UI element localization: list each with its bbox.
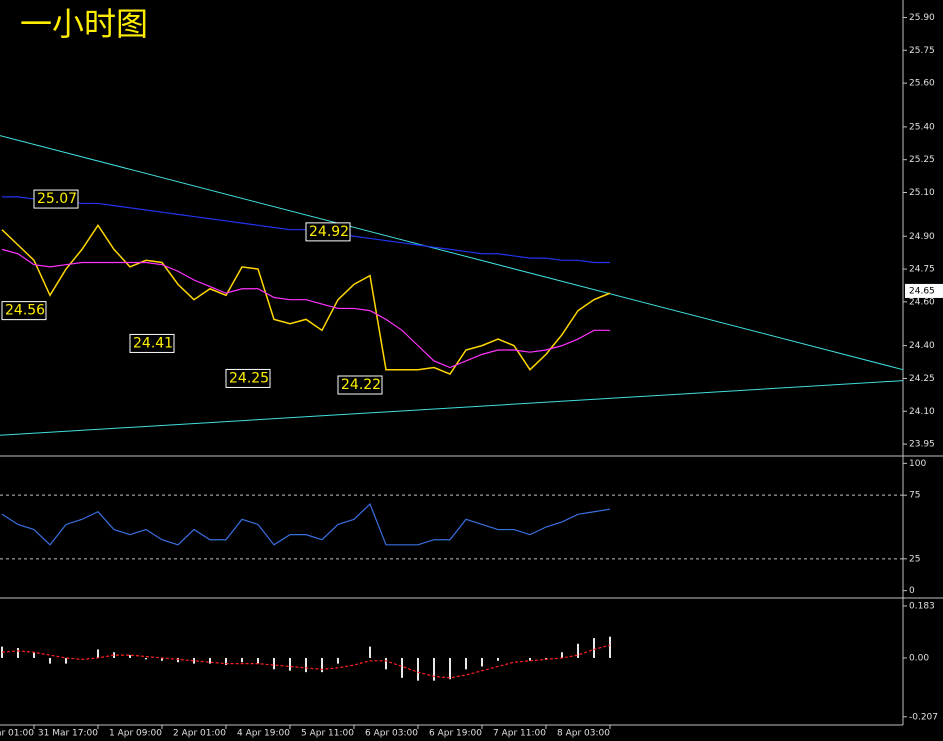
price-label-box bbox=[33, 189, 79, 209]
y-tick-label: 0.183 bbox=[909, 601, 935, 611]
y-tick-label: 24.75 bbox=[909, 265, 935, 275]
x-tick-label: 1 Apr 09:00 bbox=[109, 729, 162, 739]
histogram-bar bbox=[305, 657, 307, 673]
x-tick-label: 4 Apr 19:00 bbox=[237, 729, 290, 739]
histogram-bar bbox=[609, 636, 611, 658]
histogram-bar bbox=[449, 657, 451, 680]
y-tick-label: 100 bbox=[909, 459, 926, 469]
price-label: 24.56 bbox=[5, 303, 45, 319]
histogram-bar bbox=[433, 657, 435, 681]
histogram-bar bbox=[289, 657, 291, 671]
histogram-bar bbox=[481, 657, 483, 667]
price-label-box bbox=[337, 375, 383, 395]
histogram-bar bbox=[529, 657, 531, 661]
histogram-bar bbox=[113, 652, 115, 658]
x-tick-label: 7 Apr 11:00 bbox=[493, 729, 546, 739]
series-line bbox=[1, 223, 611, 375]
series-line bbox=[1, 248, 610, 369]
histogram-bar bbox=[417, 657, 419, 681]
histogram-bar bbox=[257, 657, 259, 664]
y-tick-label: 24.90 bbox=[909, 232, 935, 242]
series-line bbox=[1, 503, 611, 546]
x-tick-label: 2 Apr 01:00 bbox=[173, 729, 226, 739]
y-tick-label: 25.90 bbox=[909, 13, 935, 23]
histogram-bar bbox=[129, 655, 131, 658]
histogram-bar bbox=[337, 657, 339, 664]
y-tick-label: 25 bbox=[909, 554, 920, 564]
x-tick-label: 31 Mar 17:00 bbox=[38, 729, 98, 739]
series-line bbox=[1, 644, 611, 679]
y-tick-label: 75 bbox=[909, 491, 920, 501]
histogram-bar bbox=[545, 657, 547, 660]
histogram-bar bbox=[273, 657, 275, 670]
price-label: 25.07 bbox=[37, 191, 77, 207]
histogram-bar bbox=[241, 657, 243, 663]
y-tick-label: 25.25 bbox=[909, 155, 935, 165]
y-tick-label: 0 bbox=[909, 586, 915, 596]
histogram-bar bbox=[401, 657, 403, 678]
y-tick-label: 25.75 bbox=[909, 46, 935, 56]
histogram-bar bbox=[497, 657, 499, 661]
histogram-bar bbox=[593, 638, 595, 658]
price-label-box bbox=[129, 333, 175, 353]
histogram-bar bbox=[177, 657, 179, 663]
histogram-bar bbox=[369, 646, 371, 658]
histogram-bar bbox=[145, 657, 147, 660]
y-tick-label: 25.60 bbox=[909, 79, 935, 89]
price-label: 24.25 bbox=[229, 370, 269, 386]
histogram-bar bbox=[385, 657, 387, 670]
x-tick-label: 6 Apr 03:00 bbox=[365, 729, 418, 739]
price-label: 24.41 bbox=[133, 335, 173, 351]
histogram-bar bbox=[561, 652, 563, 658]
histogram-bar bbox=[225, 657, 227, 666]
price-label-box bbox=[305, 222, 351, 242]
y-tick-label: 0.00 bbox=[909, 653, 929, 663]
price-label: 24.22 bbox=[341, 377, 381, 393]
price-label: 24.92 bbox=[309, 224, 349, 240]
y-tick-label: 23.95 bbox=[909, 440, 935, 450]
y-tick-label: 25.40 bbox=[909, 122, 935, 132]
histogram-bar bbox=[65, 657, 67, 664]
price-label-box bbox=[225, 368, 271, 388]
price-label-box bbox=[1, 301, 47, 321]
histogram-bar bbox=[33, 652, 35, 658]
histogram-bar bbox=[577, 643, 579, 658]
y-tick-label: 24.60 bbox=[909, 297, 935, 307]
histogram-bar bbox=[465, 657, 467, 670]
x-tick-label: 8 Apr 03:00 bbox=[557, 729, 610, 739]
x-tick-label: 6 Apr 19:00 bbox=[429, 729, 482, 739]
y-tick-label: 24.40 bbox=[909, 341, 935, 351]
x-tick-label: 5 Apr 11:00 bbox=[301, 729, 354, 739]
y-tick-label: -0.207 bbox=[909, 712, 938, 722]
chart-title: 一小时图 bbox=[20, 5, 148, 43]
y-tick-label: 24.25 bbox=[909, 374, 935, 384]
y-tick-label: 25.10 bbox=[909, 188, 935, 198]
last-price: 24.65 bbox=[909, 286, 935, 296]
trendline bbox=[0, 135, 904, 371]
histogram-bar bbox=[49, 657, 51, 664]
histogram-bar bbox=[161, 657, 163, 661]
y-tick-label: 24.10 bbox=[909, 407, 935, 417]
histogram-bar bbox=[193, 657, 195, 664]
x-tick-label: 31 Mar 01:00 bbox=[0, 729, 34, 739]
histogram-bar bbox=[17, 648, 19, 658]
histogram-bar bbox=[97, 649, 99, 658]
histogram-bar bbox=[209, 657, 211, 664]
last-price-box bbox=[905, 283, 943, 298]
trendline bbox=[0, 380, 904, 436]
histogram-bar bbox=[321, 657, 323, 673]
